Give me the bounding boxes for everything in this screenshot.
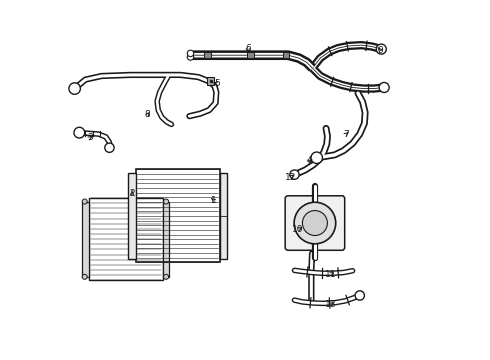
Text: 11: 11 (324, 270, 336, 279)
Bar (204, 52, 211, 58)
Text: 6: 6 (245, 44, 251, 53)
Circle shape (311, 152, 322, 163)
Bar (220, 173, 227, 259)
Circle shape (69, 83, 80, 94)
Circle shape (164, 199, 169, 204)
Bar (82, 202, 89, 277)
Circle shape (187, 54, 194, 60)
Text: 5: 5 (215, 80, 220, 89)
Bar (128, 173, 136, 259)
Circle shape (82, 199, 87, 204)
Text: 1: 1 (211, 196, 217, 205)
Circle shape (294, 202, 336, 244)
Bar (207, 77, 214, 85)
Text: 8: 8 (145, 110, 150, 119)
Circle shape (82, 274, 87, 279)
Bar (89, 198, 163, 280)
Circle shape (74, 127, 85, 138)
Text: 13: 13 (324, 300, 336, 309)
Text: 7: 7 (343, 130, 349, 139)
Text: 4: 4 (307, 157, 312, 166)
Circle shape (105, 143, 114, 152)
Bar (247, 52, 254, 58)
Bar (283, 52, 290, 58)
Circle shape (164, 274, 169, 279)
Text: 9: 9 (377, 46, 383, 55)
Circle shape (379, 82, 389, 93)
FancyBboxPatch shape (285, 196, 344, 250)
Circle shape (187, 50, 194, 57)
Text: 3: 3 (87, 133, 93, 142)
Bar (136, 169, 220, 262)
Text: 12: 12 (285, 173, 296, 182)
Circle shape (355, 291, 365, 300)
Text: 2: 2 (129, 189, 135, 198)
Bar (163, 202, 169, 277)
Text: 10: 10 (293, 225, 304, 234)
Circle shape (376, 44, 386, 54)
Circle shape (290, 170, 299, 179)
Circle shape (302, 211, 327, 235)
